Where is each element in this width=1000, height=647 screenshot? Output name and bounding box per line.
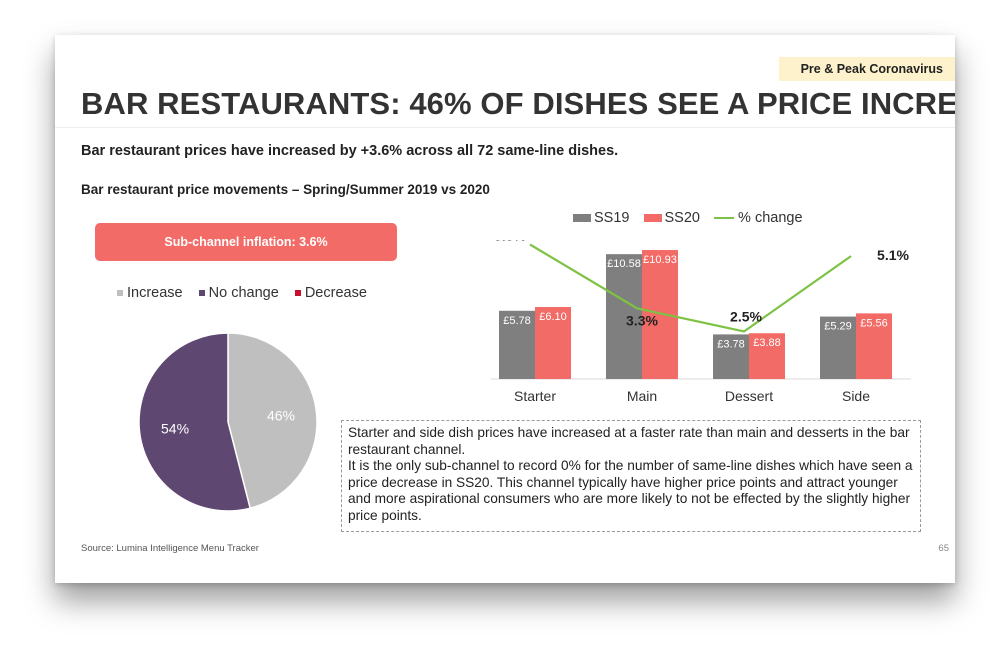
bar-ss19-dessert	[713, 334, 749, 379]
pie-label-no-change: 54%	[161, 421, 189, 437]
title-divider	[55, 127, 955, 128]
bar-label-ss19-starter: £5.78	[503, 315, 531, 327]
bar-label-ss20-side: £5.56	[860, 317, 888, 329]
bar-ss20-starter	[535, 307, 571, 379]
pct-change-line	[529, 243, 852, 333]
page-title: BAR RESTAURANTS: 46% OF DISHES SEE A PRI…	[81, 86, 955, 121]
summary-subtitle: Bar restaurant prices have increased by …	[81, 143, 619, 159]
legend-decrease-label: Decrease	[304, 285, 367, 301]
bar-label-ss19-dessert: £3.78	[717, 338, 745, 350]
bar-label-ss19-side: £5.29	[824, 321, 852, 333]
increase-swatch	[117, 290, 123, 297]
pie-slice-increase	[227, 332, 318, 510]
legend-decrease: Decrease	[294, 285, 367, 301]
commentary-line-1: Starter and side dish prices have increa…	[348, 425, 910, 457]
legend-no-change-label: No change	[208, 285, 279, 301]
page-number: 65	[938, 543, 949, 554]
chart-heading: Bar restaurant price movements – Spring/…	[81, 182, 490, 197]
decrease-swatch	[294, 290, 301, 297]
pie-chart: 46% 54%	[138, 332, 318, 512]
bar-ss19-starter	[499, 310, 535, 379]
bar-ss20-main	[642, 250, 678, 379]
pct-change-label-main: 3.3%	[626, 312, 658, 328]
pct-change-label-starter: 5.5%	[494, 240, 526, 244]
no-change-swatch	[198, 290, 205, 297]
category-label-dessert: Dessert	[725, 388, 773, 404]
bar-label-ss20-dessert: £3.88	[753, 337, 781, 349]
legend-ss19: SS19	[573, 210, 629, 226]
category-label-main: Main	[627, 388, 657, 404]
bar-ss20-side	[856, 313, 892, 379]
legend-ss19-label: SS19	[594, 210, 630, 226]
inflation-banner: Sub-channel inflation: 3.6%	[95, 223, 397, 261]
pct-change-line-swatch	[714, 217, 735, 220]
commentary-line-2: It is the only sub-channel to record 0% …	[348, 458, 913, 523]
category-label-side: Side	[842, 388, 870, 404]
legend-ss20-label: SS20	[664, 210, 700, 226]
bar-ss19-main	[606, 254, 642, 379]
pie-label-increase: 46%	[267, 407, 295, 423]
bar-label-ss20-starter: £6.10	[539, 311, 567, 323]
inflation-label: Sub-channel inflation: 3.6%	[164, 235, 328, 249]
legend-increase: Increase	[117, 285, 183, 301]
source-note: Source: Lumina Intelligence Menu Tracker	[81, 543, 259, 554]
ss19-swatch	[573, 214, 591, 223]
legend-pct-change: % change	[714, 210, 803, 226]
pct-change-label-side: 5.1%	[877, 247, 909, 263]
legend-no-change: No change	[198, 285, 279, 301]
slide: Pre & Peak Coronavirus BAR RESTAURANTS: …	[55, 35, 955, 583]
ss20-swatch	[643, 214, 662, 223]
bar-ss19-side	[820, 316, 856, 379]
bar-label-ss19-main: £10.58	[607, 258, 641, 270]
pie-slice-no-change	[138, 332, 252, 512]
commentary-box: Starter and side dish prices have increa…	[341, 420, 921, 532]
period-tag: Pre & Peak Coronavirus	[778, 57, 955, 81]
category-label-starter: Starter	[514, 388, 556, 404]
legend-ss20: SS20	[643, 210, 700, 226]
bar-label-ss20-main: £10.93	[643, 254, 677, 266]
bar-chart: £5.78 £6.10 Starter £10.58 £10.93 Main £3.78 £3…	[491, 240, 911, 404]
legend-increase-label: Increase	[127, 285, 183, 301]
bar-ss20-dessert	[749, 333, 785, 379]
pie-legend: Increase No change Decrease	[117, 285, 379, 301]
legend-pct-change-label: % change	[738, 210, 803, 226]
pct-change-label-dessert: 2.5%	[730, 309, 762, 325]
bar-legend: SS19 SS20 % change	[573, 210, 813, 226]
